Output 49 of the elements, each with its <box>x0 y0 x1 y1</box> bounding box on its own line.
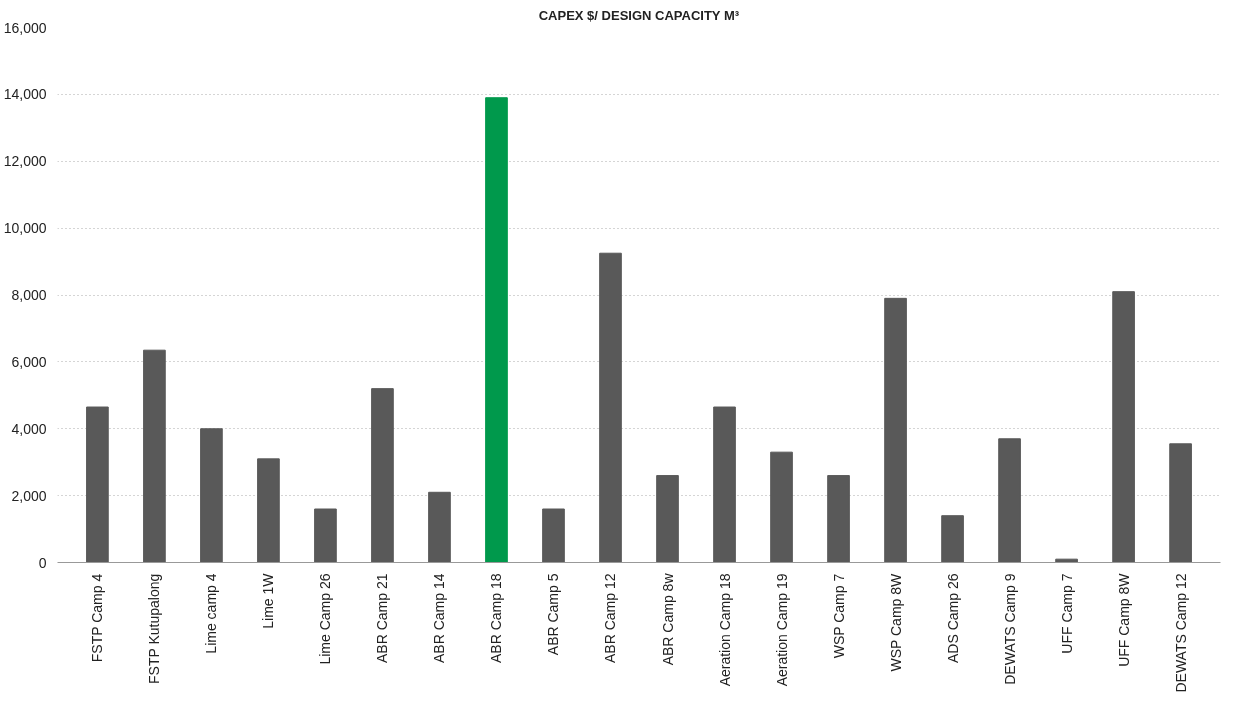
bar <box>143 349 166 563</box>
y-tick-label: 0 <box>38 554 47 571</box>
y-tick-label: 6,000 <box>11 353 47 370</box>
x-tick-label: ABR Camp 12 <box>602 573 619 663</box>
bar <box>1169 443 1192 563</box>
x-tick-label: UFF Camp 8W <box>1115 572 1132 667</box>
bar <box>599 252 622 563</box>
x-tick-label: Lime 1W <box>260 572 277 629</box>
bar <box>884 297 907 563</box>
bar <box>998 438 1021 563</box>
bar <box>428 491 451 563</box>
x-tick-label: ABR Camp 21 <box>374 573 391 663</box>
bar <box>257 458 280 563</box>
bar <box>485 97 508 563</box>
y-tick-label: 4,000 <box>11 420 47 437</box>
x-tick-label: ABR Camp 14 <box>431 573 448 663</box>
y-tick-label: 8,000 <box>11 287 47 303</box>
x-tick-label: ADS Camp 26 <box>944 573 961 663</box>
x-tick-label: Lime camp 4 <box>203 573 220 654</box>
x-tick-label: Lime Camp 26 <box>317 573 334 665</box>
x-tick-label: FSTP Camp 4 <box>89 573 106 663</box>
chart-title: CAPEX $/ DESIGN CAPACITY M³ <box>538 7 740 23</box>
x-tick-label: DEWATS Camp 9 <box>1001 573 1018 685</box>
bar <box>200 428 223 563</box>
y-tick-label: 2,000 <box>11 487 47 504</box>
x-tick-label: Aeration Camp 18 <box>716 573 733 687</box>
bar <box>827 475 850 563</box>
x-tick-label: ABR Camp 5 <box>545 573 562 656</box>
y-tick-label: 12,000 <box>3 153 47 170</box>
x-tick-label: ABR Camp 8w <box>659 572 676 666</box>
bar <box>656 475 679 563</box>
x-tick-label: UFF Camp 7 <box>1058 573 1075 654</box>
bar <box>86 406 109 563</box>
x-tick-label: WSP Camp 8W <box>887 572 904 672</box>
x-tick-label: FSTP Kutupalong <box>146 573 163 685</box>
x-tick-label: Aeration Camp 19 <box>773 573 790 687</box>
y-tick-label: 16,000 <box>3 19 47 36</box>
bar <box>713 406 736 563</box>
bar <box>542 508 565 563</box>
bar <box>770 451 793 563</box>
bar <box>1112 291 1135 563</box>
bar <box>314 508 337 563</box>
x-tick-label: DEWATS Camp 12 <box>1172 573 1189 693</box>
y-tick-label: 10,000 <box>3 220 47 237</box>
y-tick-label: 14,000 <box>3 86 47 103</box>
bar <box>371 388 394 563</box>
x-tick-label: WSP Camp 7 <box>830 573 847 659</box>
bar <box>941 515 964 563</box>
x-tick-label: ABR Camp 18 <box>488 573 505 663</box>
